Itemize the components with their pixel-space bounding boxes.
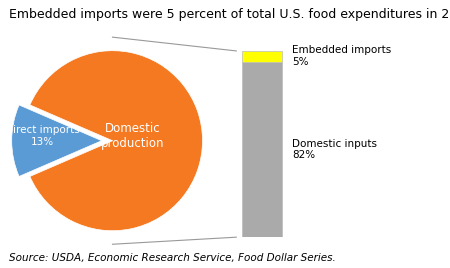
Text: Source: USDA, Economic Research Service, Food Dollar Series.: Source: USDA, Economic Research Service,… xyxy=(9,253,336,263)
Wedge shape xyxy=(12,105,102,176)
Bar xyxy=(242,51,282,62)
Text: Embedded imports
5%: Embedded imports 5% xyxy=(292,46,392,67)
Bar xyxy=(242,62,282,237)
Text: Direct imports
13%: Direct imports 13% xyxy=(5,125,80,147)
Text: Domestic
production: Domestic production xyxy=(100,122,164,150)
Text: Embedded imports were 5 percent of total U.S. food expenditures in 2013: Embedded imports were 5 percent of total… xyxy=(9,8,450,21)
Wedge shape xyxy=(30,51,202,231)
Text: Domestic inputs
82%: Domestic inputs 82% xyxy=(292,139,378,160)
